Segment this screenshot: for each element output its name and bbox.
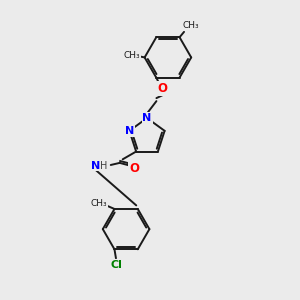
Text: N: N bbox=[91, 160, 101, 171]
Text: H: H bbox=[100, 161, 108, 172]
Text: N: N bbox=[142, 113, 152, 123]
Text: CH₃: CH₃ bbox=[91, 199, 107, 208]
Text: CH₃: CH₃ bbox=[182, 21, 199, 30]
Text: N: N bbox=[125, 126, 134, 136]
Text: O: O bbox=[158, 82, 168, 95]
Text: O: O bbox=[129, 162, 139, 175]
Text: Cl: Cl bbox=[111, 260, 123, 270]
Text: CH₃: CH₃ bbox=[123, 51, 140, 60]
